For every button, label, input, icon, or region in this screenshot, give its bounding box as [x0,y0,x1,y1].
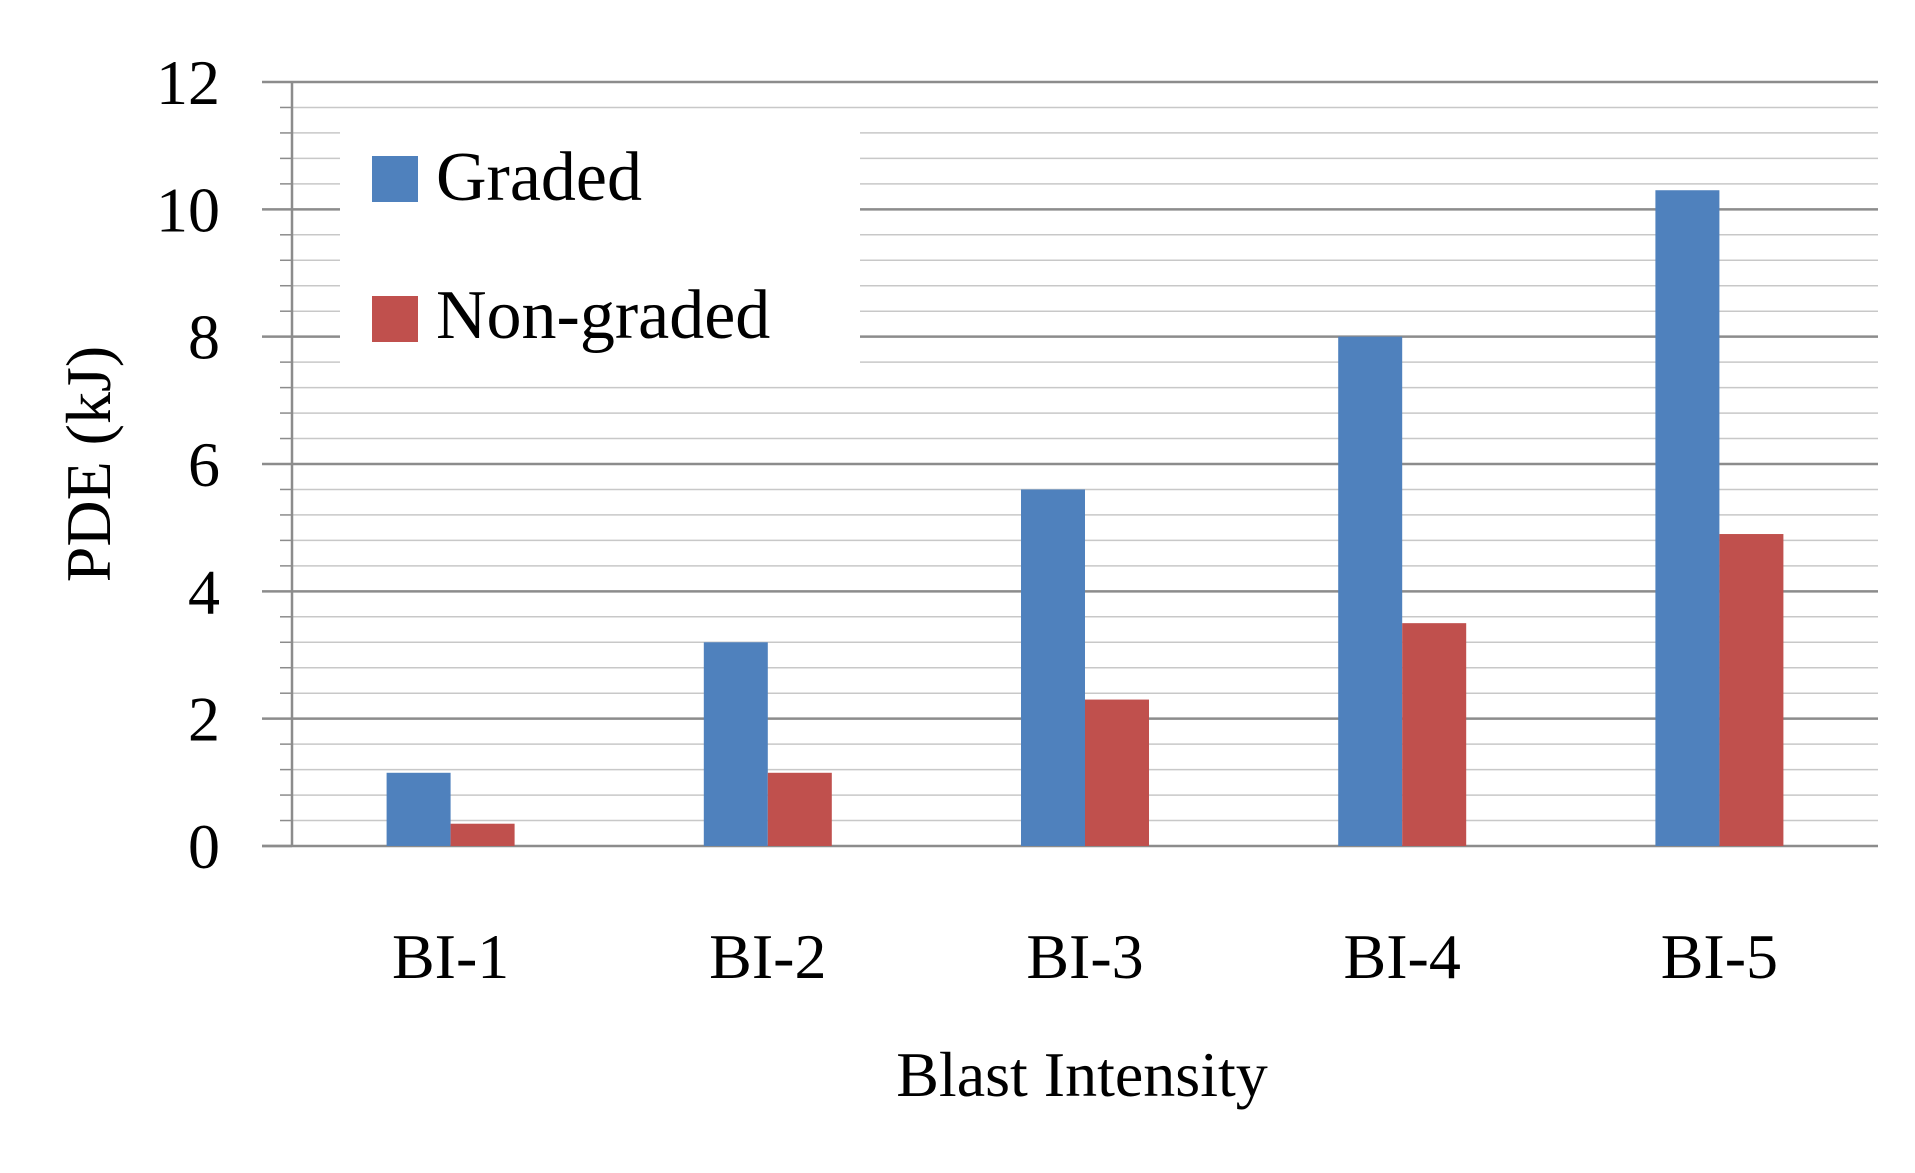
legend-swatch-graded [372,156,418,202]
bar-graded-bi-1 [386,772,451,846]
y-axis-title: PDE (kJ) [53,346,124,582]
x-axis-title: Blast Intensity [896,1039,1268,1110]
y-tick-label: 0 [188,811,220,882]
bar-non-graded-bi-5 [1719,534,1784,846]
bar-graded-bi-3 [1021,489,1085,846]
bar-graded-bi-2 [703,642,768,846]
x-tick-label: BI-1 [392,921,509,992]
bar-non-graded-bi-2 [767,772,832,846]
legend-background [340,110,860,365]
x-tick-label: BI-4 [1344,921,1461,992]
y-tick-label: 8 [188,302,220,373]
y-tick-label: 2 [188,684,220,755]
legend-label-graded: Graded [436,139,642,216]
bar-graded-bi-4 [1338,336,1403,846]
bar-non-graded-bi-1 [450,823,515,846]
x-tick-label: BI-3 [1026,921,1143,992]
legend-swatch-non-graded [372,296,418,342]
bar-non-graded-bi-3 [1085,699,1149,846]
bar-graded-bi-5 [1655,190,1720,846]
legend-label-non-graded: Non-graded [436,277,770,354]
y-tick-label: 4 [188,556,220,627]
bars [386,190,1784,846]
x-tick-label: BI-2 [709,921,826,992]
y-tick-label: 10 [156,174,220,245]
y-tick-label: 12 [156,47,220,118]
y-tick-label: 6 [188,429,220,500]
tick-labels: 0 2 4 6 8 10 12 BI-1 BI-2 BI-3 BI-4 BI-5 [156,47,1778,992]
x-tick-label: BI-5 [1661,921,1778,992]
legend: Graded Non-graded [340,110,860,365]
bar-non-graded-bi-4 [1402,623,1467,846]
